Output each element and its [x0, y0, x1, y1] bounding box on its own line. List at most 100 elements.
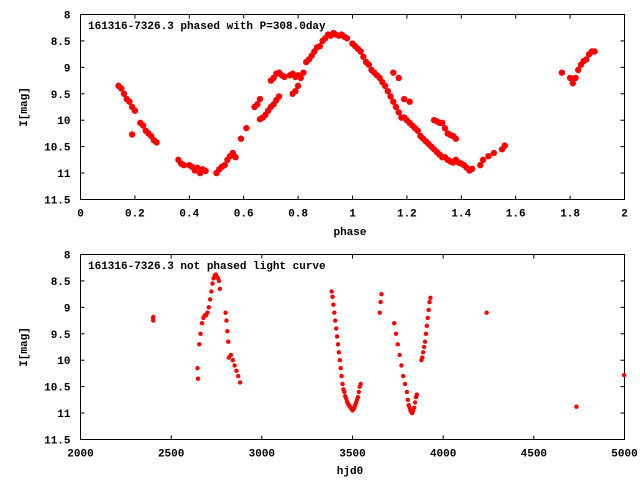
- data-point: [572, 74, 579, 82]
- data-point: [393, 331, 399, 336]
- x-tick-label: 0: [77, 209, 84, 221]
- data-point: [421, 350, 426, 355]
- data-point: [425, 315, 430, 321]
- data-point: [485, 152, 492, 160]
- data-point: [339, 373, 344, 379]
- data-point: [281, 73, 288, 81]
- x-tick-label: 0.4: [179, 209, 199, 221]
- data-point: [428, 295, 433, 301]
- y-ticks: 8 8.5 9 9.5 10 10.5 11 11.5: [44, 251, 625, 448]
- data-point: [426, 307, 431, 313]
- x-tick-label: 4500: [521, 449, 547, 461]
- data-point: [151, 318, 156, 323]
- data-point: [334, 334, 340, 339]
- data-point: [118, 85, 125, 92]
- y-tick-label: 11: [57, 409, 71, 421]
- data-point: [221, 161, 228, 169]
- y-tick-label: 9: [64, 63, 71, 75]
- data-point: [400, 95, 408, 103]
- data-point: [254, 101, 261, 108]
- data-point: [217, 286, 222, 292]
- data-point: [335, 342, 341, 347]
- x-tick-label: 1.6: [506, 209, 526, 221]
- data-point: [206, 305, 212, 310]
- data-point: [337, 358, 343, 363]
- data-point: [232, 154, 239, 161]
- y-tick-label: 11.5: [44, 196, 71, 208]
- data-point: [232, 363, 237, 368]
- data-point: [574, 404, 579, 409]
- data-point: [406, 98, 413, 105]
- data-point: [621, 372, 627, 378]
- data-points: [150, 272, 627, 416]
- data-point: [490, 149, 498, 157]
- data-point: [234, 368, 239, 373]
- y-tick-label: 10: [57, 116, 70, 128]
- data-point: [360, 53, 367, 60]
- data-point: [501, 142, 509, 149]
- y-tick-label: 10.5: [44, 143, 71, 155]
- data-point: [423, 331, 429, 336]
- data-point: [332, 310, 337, 315]
- data-point: [210, 281, 215, 286]
- data-point: [126, 98, 133, 105]
- x-tick-label: 0.8: [288, 209, 308, 221]
- data-point: [399, 363, 404, 368]
- data-point: [392, 103, 400, 111]
- data-point: [333, 326, 339, 331]
- data-point: [404, 389, 410, 395]
- y-ticks: 8 8.5 9 9.5 10 10.5 11 11.5: [44, 11, 625, 208]
- data-point: [199, 321, 205, 326]
- data-point: [390, 98, 397, 105]
- data-point: [479, 156, 487, 164]
- x-tick-label: 4000: [430, 449, 456, 461]
- data-point: [414, 127, 421, 134]
- data-point: [340, 381, 345, 387]
- data-point: [223, 310, 228, 315]
- data-point: [195, 376, 201, 381]
- data-point: [401, 373, 406, 379]
- data-point: [198, 331, 203, 336]
- data-point: [441, 124, 449, 132]
- y-tick-label: 10: [57, 356, 70, 368]
- data-point: [411, 405, 417, 410]
- data-point: [377, 310, 382, 315]
- y-tick-label: 9: [64, 303, 71, 315]
- x-tick-label: 5000: [611, 449, 637, 461]
- y-tick-label: 8.5: [51, 37, 71, 49]
- y-tick-label: 9.5: [51, 90, 71, 102]
- y-tick-label: 8.5: [51, 277, 71, 289]
- data-point: [336, 350, 342, 355]
- x-tick-label: 2: [621, 209, 628, 221]
- y-tick-label: 8: [64, 251, 71, 263]
- y-tick-label: 9.5: [51, 330, 71, 342]
- data-point: [342, 389, 347, 395]
- x-tick-label: 1.4: [451, 209, 471, 221]
- y-axis-label: I[mag]: [19, 327, 31, 367]
- data-point: [128, 131, 136, 138]
- x-tick-label: 3500: [339, 449, 365, 461]
- x-tick-label: 0.6: [234, 209, 254, 221]
- data-point: [194, 164, 201, 171]
- chart-title: 161316-7326.3 phased with P=308.0day: [88, 21, 326, 33]
- y-tick-label: 11.5: [44, 436, 71, 448]
- x-tick-label: 3000: [249, 449, 275, 461]
- data-point: [202, 167, 209, 175]
- data-point: [338, 365, 343, 371]
- data-point: [197, 342, 202, 347]
- data-point: [153, 139, 160, 146]
- data-point: [427, 299, 432, 305]
- data-point: [139, 122, 147, 129]
- data-point: [243, 124, 250, 132]
- x-ticks: 2000 2500 3000 3500 4000 4500 5000: [67, 254, 638, 461]
- x-axis-label: phase: [333, 227, 366, 239]
- x-axis-label: hjd0: [337, 466, 363, 478]
- y-tick-label: 8: [64, 11, 71, 23]
- data-point: [412, 400, 418, 405]
- data-points: [115, 29, 598, 177]
- data-point: [333, 318, 338, 323]
- data-point: [575, 66, 582, 74]
- data-point: [225, 328, 230, 334]
- x-ticks: 0 0.2 0.4 0.6 0.8 1 1.2 1.4 1.6 1.8 2: [77, 14, 628, 221]
- data-point: [329, 289, 334, 294]
